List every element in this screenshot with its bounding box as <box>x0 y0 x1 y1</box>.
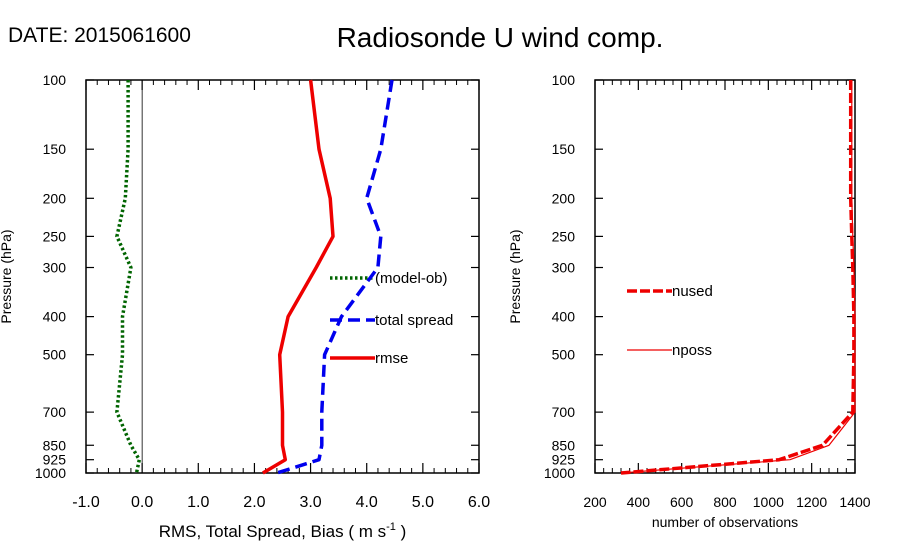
x-tick-label: 0.0 <box>131 494 153 511</box>
legend-label: nposs <box>672 342 712 359</box>
y-tick-label: 150 <box>43 141 67 157</box>
series-line-total-spread <box>276 79 394 475</box>
series-line-rmse <box>262 79 335 475</box>
y-tick-label: 100 <box>552 72 576 88</box>
y-tick-label: 1000 <box>35 465 66 481</box>
x-axis-label: RMS, Total Spread, Bias ( m s-1 ) <box>159 521 407 541</box>
x-tick-label: 5.0 <box>412 494 434 511</box>
x-tick-label: 4.0 <box>356 494 378 511</box>
series-line-nposs <box>620 80 856 474</box>
x-tick-label: 600 <box>670 494 694 510</box>
date-label: DATE: 2015061600 <box>8 24 191 47</box>
y-tick-label: 150 <box>552 141 576 157</box>
x-tick-label: 800 <box>713 494 737 510</box>
y-axis-label: Pressure (hPa) <box>0 229 14 323</box>
x-tick-label: 1200 <box>796 494 827 510</box>
y-tick-label: 1000 <box>544 465 575 481</box>
x-tick-label: 3.0 <box>299 494 321 511</box>
x-tick-label: 6.0 <box>468 494 490 511</box>
legend-label: nused <box>672 283 713 300</box>
y-axis-label: Pressure (hPa) <box>507 229 523 323</box>
y-tick-label: 700 <box>552 404 576 420</box>
y-tick-label: 850 <box>552 437 576 453</box>
y-tick-label: 500 <box>43 347 67 363</box>
y-tick-label: 400 <box>43 309 67 325</box>
y-tick-label: 700 <box>43 404 67 420</box>
y-tick-label: 250 <box>552 228 576 244</box>
y-tick-label: 925 <box>552 452 576 468</box>
x-tick-label: 1.0 <box>187 494 209 511</box>
y-tick-label: 300 <box>552 260 576 276</box>
y-tick-label: 850 <box>43 437 67 453</box>
plot-frame <box>594 79 856 474</box>
legend-label: rmse <box>375 350 408 367</box>
y-tick-label: 400 <box>552 309 576 325</box>
y-tick-label: 500 <box>552 347 576 363</box>
x-tick-label: 400 <box>627 494 651 510</box>
y-tick-label: 925 <box>43 452 67 468</box>
x-tick-label: 2.0 <box>243 494 265 511</box>
chart-title: Radiosonde U wind comp. <box>336 22 664 53</box>
x-tick-label: 1400 <box>839 494 870 510</box>
legend-label: total spread <box>375 312 453 329</box>
x-axis-label: number of observations <box>652 514 798 530</box>
y-tick-label: 100 <box>43 72 67 88</box>
y-tick-label: 200 <box>552 190 576 206</box>
series-line-model-ob <box>115 80 142 474</box>
y-tick-label: 300 <box>43 260 67 276</box>
x-tick-label: 200 <box>583 494 607 510</box>
x-tick-label: 1000 <box>753 494 784 510</box>
legend-label: (model-ob) <box>375 270 448 287</box>
y-tick-label: 200 <box>43 190 67 206</box>
y-tick-label: 250 <box>43 228 67 244</box>
x-tick-label: -1.0 <box>72 494 100 511</box>
series-line-nused <box>620 80 856 475</box>
